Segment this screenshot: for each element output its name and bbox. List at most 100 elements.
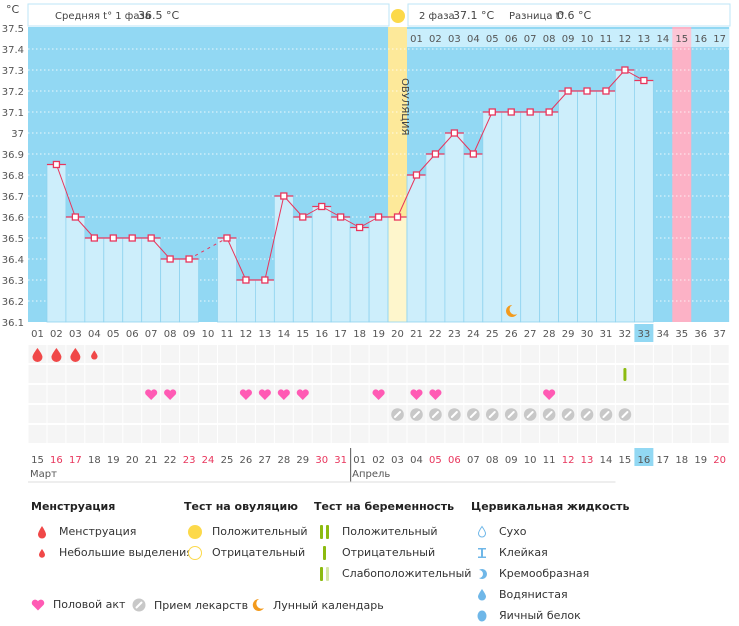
menstruation-drop-icon (70, 348, 81, 362)
calendar-date-label: 03 (391, 455, 404, 466)
temp-point[interactable] (583, 87, 591, 95)
legend-title: Цервикальная жидкость (471, 500, 630, 513)
temp-point[interactable] (640, 76, 648, 85)
marker-cell (559, 385, 578, 403)
temp-point[interactable] (602, 87, 610, 95)
legend-item: Клейкая (499, 546, 548, 559)
marker-cell (293, 345, 312, 363)
ovulation-sun-icon (391, 9, 405, 23)
temp-point[interactable] (109, 234, 117, 242)
temp-point[interactable] (185, 255, 193, 263)
marker-cell (521, 425, 540, 443)
temp-point[interactable] (488, 108, 496, 116)
temp-point[interactable] (166, 255, 174, 263)
temp-point[interactable] (355, 223, 364, 232)
cycle-day-label: 19 (372, 329, 385, 340)
pill-icon-stripe (431, 411, 439, 418)
calendar-date-label: 19 (694, 455, 707, 466)
calendar-date-label: 12 (562, 455, 575, 466)
marker-cell (274, 345, 293, 363)
marker-cell (331, 405, 350, 423)
temp-point[interactable] (147, 234, 155, 242)
temp-line-segment (55, 164, 76, 218)
temp-point[interactable] (545, 108, 553, 116)
marker-cell (104, 385, 123, 403)
marker-cell (142, 345, 161, 363)
temp-point[interactable] (621, 66, 629, 74)
marker-cell (47, 385, 66, 403)
temp-point[interactable] (393, 213, 402, 221)
month-label: Март (30, 469, 57, 480)
marker-cell (710, 405, 729, 423)
marker-cell (710, 385, 729, 403)
temp-point[interactable] (280, 192, 288, 200)
calendar-date-label: 31 (334, 455, 347, 466)
marker-cell (199, 365, 217, 383)
marker-cell (521, 385, 540, 403)
temp-point[interactable] (507, 108, 515, 116)
marker-cell (161, 405, 180, 423)
marker-cell (615, 385, 634, 403)
marker-cell (180, 345, 199, 363)
heart-icon (31, 599, 45, 611)
temp-point[interactable] (564, 87, 572, 95)
temp-point[interactable] (431, 150, 440, 158)
temp-point[interactable] (223, 234, 231, 242)
temp-point[interactable] (450, 129, 459, 137)
cycle-day-label: 22 (429, 329, 442, 340)
temp-point[interactable] (71, 213, 80, 221)
cycle-day-label: 33 (638, 329, 651, 340)
temp-point[interactable] (337, 213, 345, 221)
temp-point[interactable] (242, 276, 250, 284)
temp-point[interactable] (52, 160, 61, 169)
pregnancy-test-negative-icon (623, 368, 627, 381)
temp-line-segment (188, 237, 228, 260)
marker-cell (142, 365, 161, 383)
marker-cell (634, 345, 653, 363)
cycle-day-label: 09 (183, 329, 196, 340)
legend-ovulation-test: Тест на овуляцию Положительный Отрицател… (184, 500, 308, 563)
temp-point[interactable] (526, 108, 534, 116)
marker-cell (369, 365, 388, 383)
phase2-day-label: 12 (619, 34, 632, 45)
cycle-day-label: 24 (467, 329, 480, 340)
marker-cell (104, 405, 123, 423)
legend-item: Слабоположительный (342, 567, 472, 580)
marker-cell (255, 345, 274, 363)
marker-cell (483, 425, 502, 443)
cycle-day-label: 20 (391, 329, 404, 340)
temp-point[interactable] (469, 150, 477, 158)
temp-point[interactable] (90, 234, 98, 242)
temp-bar (577, 90, 597, 323)
cycle-day-label: 12 (240, 329, 253, 340)
marker-cell (312, 405, 331, 423)
marker-cell (426, 345, 445, 363)
marker-cell (615, 425, 634, 443)
temp-point[interactable] (128, 234, 136, 242)
temp-bar (179, 258, 199, 323)
marker-cell (123, 345, 142, 363)
temp-point[interactable] (318, 202, 326, 211)
marker-cell (578, 345, 596, 363)
marker-cell (47, 405, 66, 423)
marker-cell (578, 425, 596, 443)
temp-bar (634, 80, 654, 323)
calendar-date-label: 11 (543, 455, 556, 466)
marker-cell (331, 425, 350, 443)
temp-point[interactable] (299, 213, 307, 221)
marker-cell (672, 345, 691, 363)
temp-point[interactable] (374, 213, 383, 221)
marker-cell (255, 405, 274, 423)
calendar-date-label: 16 (638, 455, 651, 466)
marker-cell (123, 425, 142, 443)
phase2-day-label: 14 (656, 34, 669, 45)
marker-cell (502, 385, 521, 403)
marker-cell (66, 365, 85, 383)
marker-cell (597, 345, 615, 363)
temp-point[interactable] (412, 171, 421, 179)
phase2-day-label: 11 (600, 34, 613, 45)
legend-medication: Прием лекарств (132, 598, 248, 612)
temp-bar (482, 111, 503, 323)
marker-cell (85, 365, 104, 383)
temp-point[interactable] (261, 276, 269, 284)
